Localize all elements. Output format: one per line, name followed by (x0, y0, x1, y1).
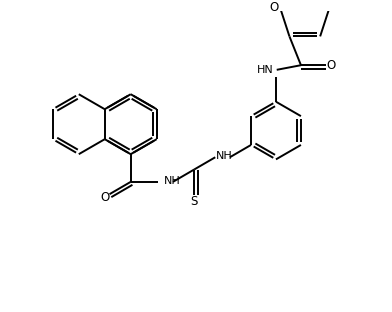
Text: HN: HN (257, 65, 274, 75)
Text: S: S (191, 195, 198, 207)
Text: O: O (326, 59, 335, 72)
Text: O: O (270, 1, 279, 14)
Text: NH: NH (216, 152, 233, 162)
Text: NH: NH (164, 176, 181, 186)
Text: O: O (100, 191, 110, 204)
